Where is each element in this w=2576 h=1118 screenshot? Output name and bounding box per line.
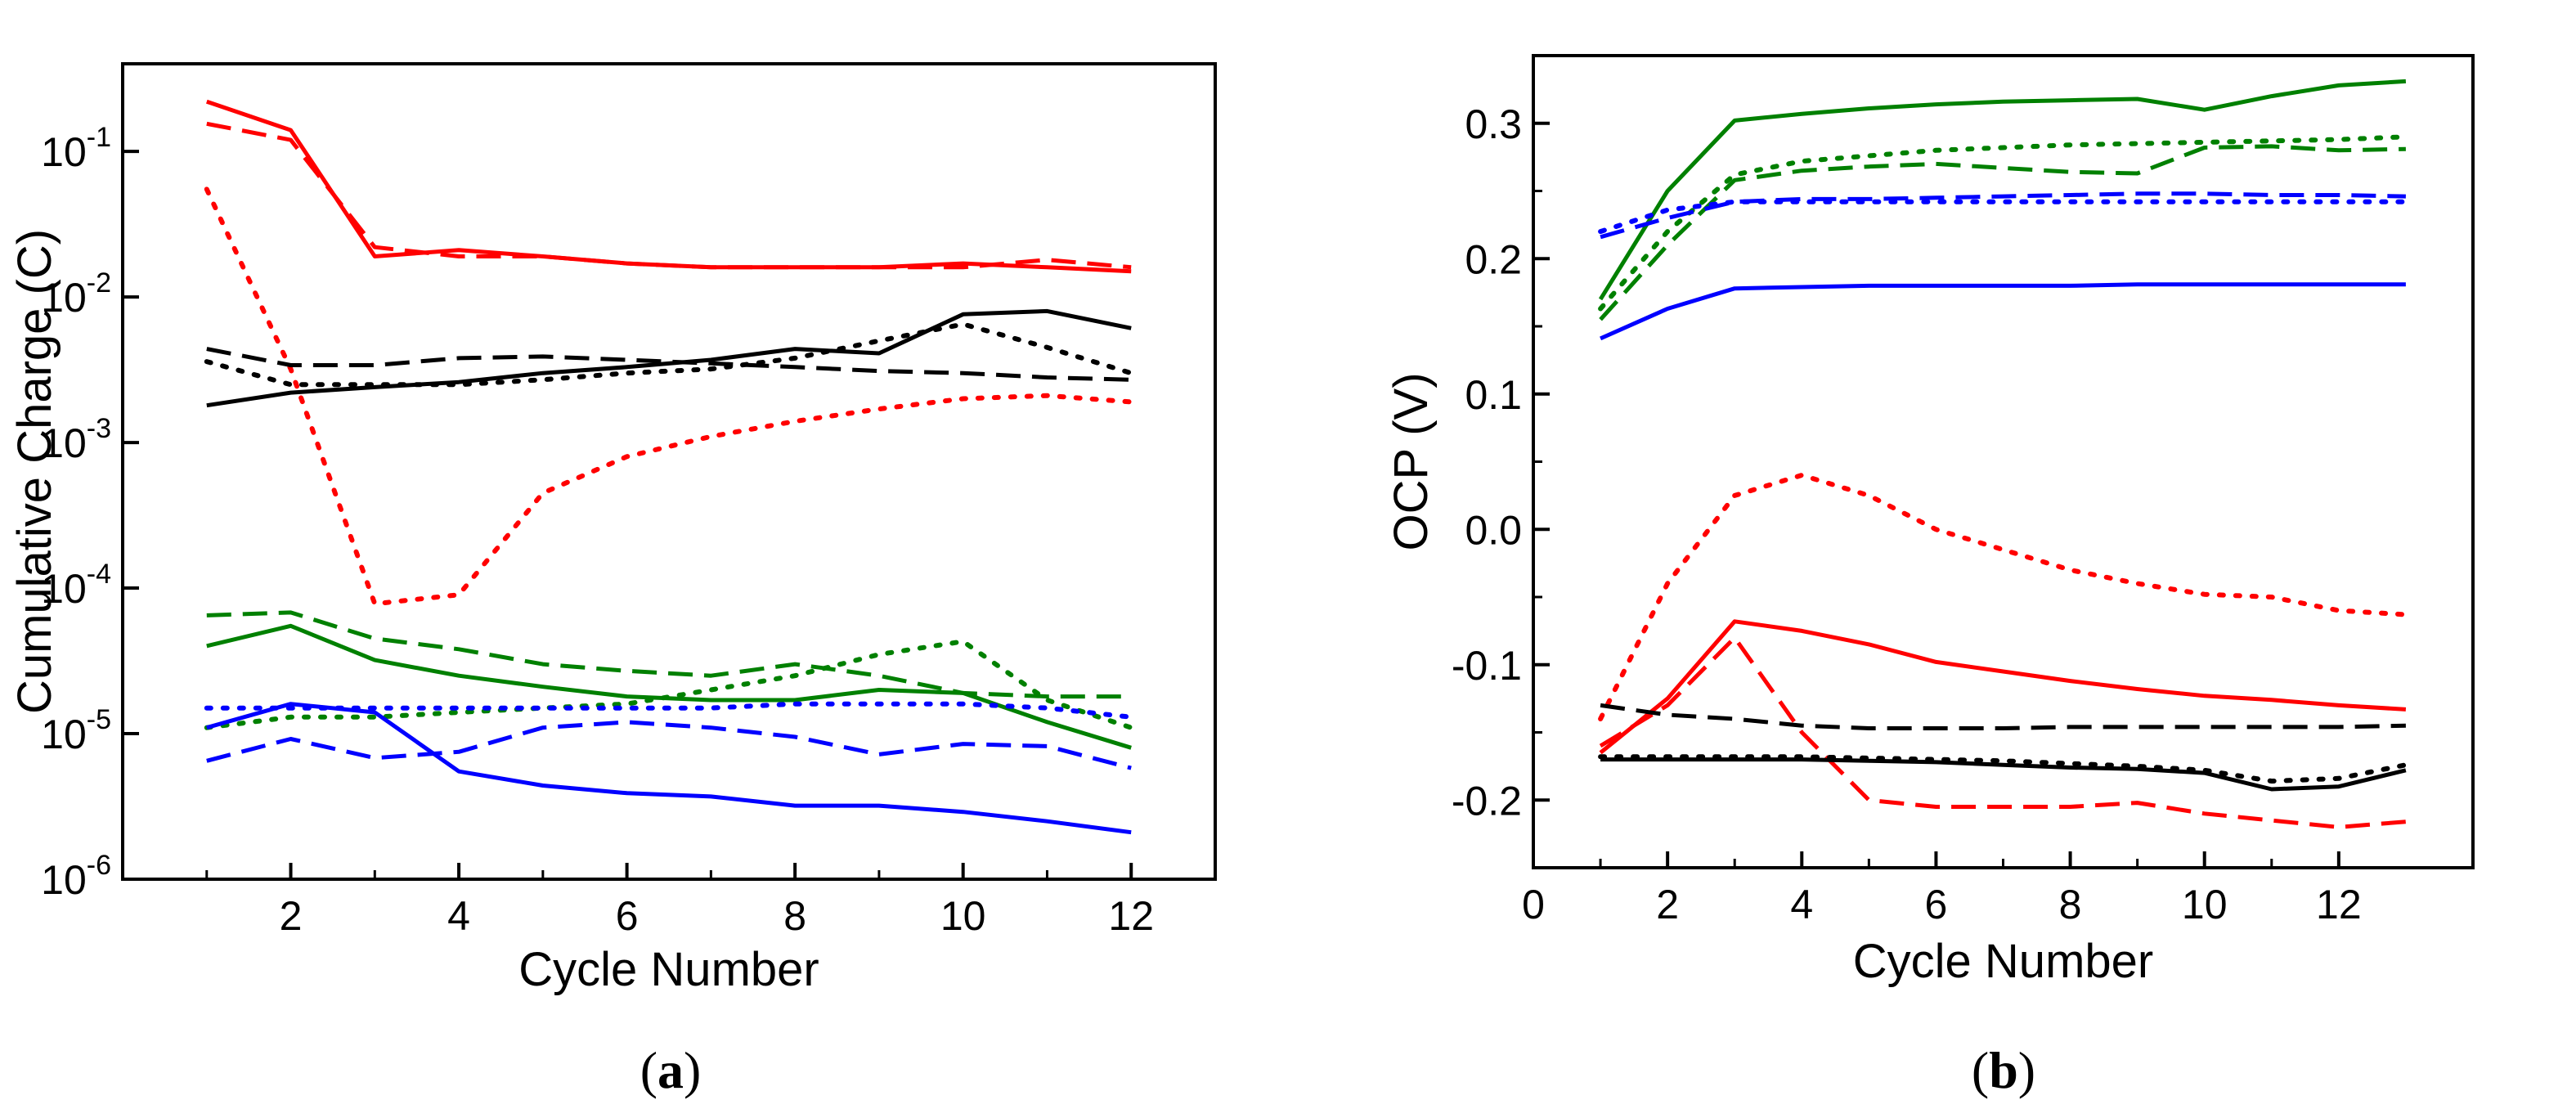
panel-a-x-ticks: 2 4 6 8 10 12 <box>205 863 1154 939</box>
panel-b-series-black-solid <box>1600 757 2407 792</box>
panel-b-series-black-dotted <box>1598 754 2408 784</box>
panel-b-series-green-dotted <box>1598 134 2408 312</box>
panel-b-x-tick-label: 12 <box>2316 882 2362 927</box>
panel-a-series-blue-dotted <box>204 701 1134 720</box>
panel-a-x-tick-label: 12 <box>1108 893 1154 939</box>
panel-a-series-black-solid <box>206 308 1132 408</box>
panel-b-x-tick-label: 2 <box>1656 882 1679 927</box>
panel-b-series-blue-dotted <box>1598 199 2408 235</box>
panel-b-y-tick-label: -0.1 <box>1452 643 1522 689</box>
panel-a-series-blue-dashed <box>206 720 1132 770</box>
panel-a-series-red-dashed <box>206 121 1132 270</box>
panel-b-y-tick-label: 0.3 <box>1465 101 1522 147</box>
panel-a-x-tick-label: 2 <box>280 893 303 939</box>
panel-a-caption: (a) <box>640 1041 702 1099</box>
panel-b-y-tick-label: 0.1 <box>1465 372 1522 418</box>
panel-b-x-tick-label: 6 <box>1925 882 1948 927</box>
panel-a-x-tick-label: 10 <box>940 893 986 939</box>
panel-a-caption-letter: a <box>657 1041 684 1099</box>
panel-b-x-tick-label: 0 <box>1522 882 1545 927</box>
panel-a-series-blue-solid <box>206 702 1132 835</box>
panel-b-series-blue-solid <box>1600 282 2406 341</box>
panel-a-y-tick-label: 10-2 <box>41 267 111 321</box>
panel-b-y-tick-label: 0.0 <box>1465 507 1522 553</box>
panel-a-plot-frame <box>121 62 1217 881</box>
panel-b-x-tick-label: 4 <box>1790 882 1813 927</box>
panel-b-y-tick-label: -0.2 <box>1452 778 1522 824</box>
panel-a-chart: 2 4 6 8 10 12 10-6 10-5 10-4 10-3 10-2 10-1 Cycle … <box>8 62 1217 1099</box>
panel-b-series-red-dotted <box>1598 473 2408 721</box>
panel-b-series-blue-dashed <box>1600 191 2406 240</box>
panel-a-series-green-dashed <box>206 610 1132 699</box>
panel-a-y-ticks: 10-6 10-5 10-4 10-3 10-2 10-1 <box>41 122 139 903</box>
panel-b-series-red-solid <box>1599 619 2407 755</box>
panel-b-plot-frame <box>1532 54 2475 869</box>
panel-a-series-group <box>204 99 1134 835</box>
panel-a-x-tick-label: 4 <box>447 893 470 939</box>
panel-a-y-tick-label: 10-5 <box>41 704 111 757</box>
panel-b-caption-letter: b <box>1989 1041 2018 1099</box>
panel-b-x-tick-label: 10 <box>2182 882 2228 927</box>
panel-b-y-tick-label: 0.2 <box>1465 236 1522 282</box>
panel-a-series-green-dotted <box>204 639 1134 730</box>
panel-a-series-black-dotted <box>204 321 1134 388</box>
panel-a-x-axis-label: Cycle Number <box>518 943 819 996</box>
panel-a-x-tick-label: 6 <box>616 893 639 939</box>
panel-b-series-group <box>1598 79 2408 829</box>
panel-a-y-tick-label: 10-4 <box>41 559 111 612</box>
panel-b-y-ticks: -0.2 -0.1 0.0 0.1 0.2 0.3 <box>1452 101 1550 824</box>
panel-b-y-axis-label: OCP (V) <box>1384 372 1438 550</box>
panel-a-x-tick-label: 8 <box>783 893 806 939</box>
panel-b-chart: 0 2 4 6 8 10 12 -0.2 -0.1 0.0 0.1 0.2 0.3 Cycle Num… <box>1384 54 2475 1099</box>
panel-a-series-green-solid <box>206 623 1132 750</box>
panel-a-series-red-solid <box>205 99 1132 274</box>
panel-a-y-tick-label: 10-3 <box>41 413 111 466</box>
panel-b-series-green-solid <box>1598 79 2407 301</box>
panel-b-series-red-dashed <box>1599 635 2407 829</box>
panel-b-series-green-dashed <box>1599 144 2406 321</box>
panel-a-series-red-dotted <box>204 186 1134 607</box>
panel-b-x-tick-label: 8 <box>2059 882 2082 927</box>
panel-b-x-ticks: 0 2 4 6 8 10 12 <box>1522 851 2362 927</box>
panel-a-y-axis-label: Cumulative Charge (C) <box>8 229 61 714</box>
panel-a-y-tick-label: 10-6 <box>41 850 111 903</box>
panel-b-series-black-dashed <box>1600 703 2406 730</box>
panel-a-y-tick-label: 10-1 <box>41 122 111 175</box>
panel-b-x-axis-label: Cycle Number <box>1853 935 2153 988</box>
panel-b-caption: (b) <box>1972 1041 2035 1099</box>
panel-a-series-black-dashed <box>206 347 1132 382</box>
